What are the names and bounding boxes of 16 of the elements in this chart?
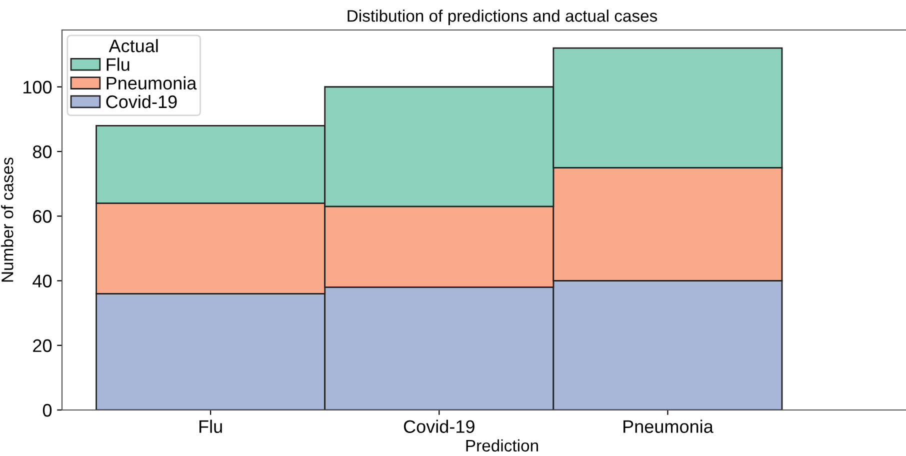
legend-title: Actual (108, 39, 158, 52)
y-tick-label: 60 (33, 210, 52, 223)
legend-label: Covid-19 (106, 94, 177, 108)
y-axis-title: Number of cases (1, 158, 14, 282)
x-tick-label: Covid-19 (404, 420, 474, 433)
y-tick-label: 40 (32, 274, 52, 288)
y-tick-label: 100 (24, 80, 52, 94)
y-tick-label: 0 (42, 404, 52, 417)
y-tick-label: 20 (33, 339, 52, 352)
x-axis-title: Prediction (466, 439, 538, 452)
x-tick-label: Pneumonia (624, 420, 714, 433)
chart-title: Distibution of predictions and actual cases (348, 10, 658, 26)
legend-label: Pneumonia (106, 76, 197, 90)
y-tick-label: 80 (32, 145, 52, 158)
x-tick-label: Flu (200, 420, 222, 433)
legend-label: Flu (106, 58, 130, 71)
